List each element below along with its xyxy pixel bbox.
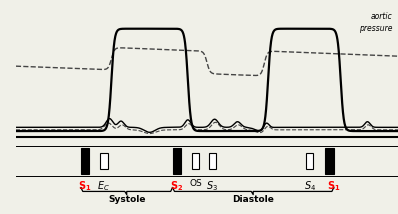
Bar	[209, 153, 216, 169]
Bar	[306, 153, 313, 169]
Bar	[81, 148, 89, 174]
Text: $S_4$: $S_4$	[304, 179, 316, 193]
Text: $S_3$: $S_3$	[206, 179, 218, 193]
Text: $E_C$: $E_C$	[98, 179, 110, 193]
Text: Systole: Systole	[108, 195, 146, 204]
Bar	[173, 148, 181, 174]
Text: $\mathbf{S_1}$: $\mathbf{S_1}$	[78, 179, 92, 193]
Text: aortic
pressure: aortic pressure	[359, 12, 392, 33]
Text: OS: OS	[189, 179, 202, 188]
Bar	[192, 153, 199, 169]
Text: $\mathbf{S_1}$: $\mathbf{S_1}$	[327, 179, 340, 193]
Bar	[100, 153, 107, 169]
Bar	[326, 148, 334, 174]
Text: $\mathbf{S_2}$: $\mathbf{S_2}$	[170, 179, 183, 193]
Text: Diastole: Diastole	[232, 195, 274, 204]
